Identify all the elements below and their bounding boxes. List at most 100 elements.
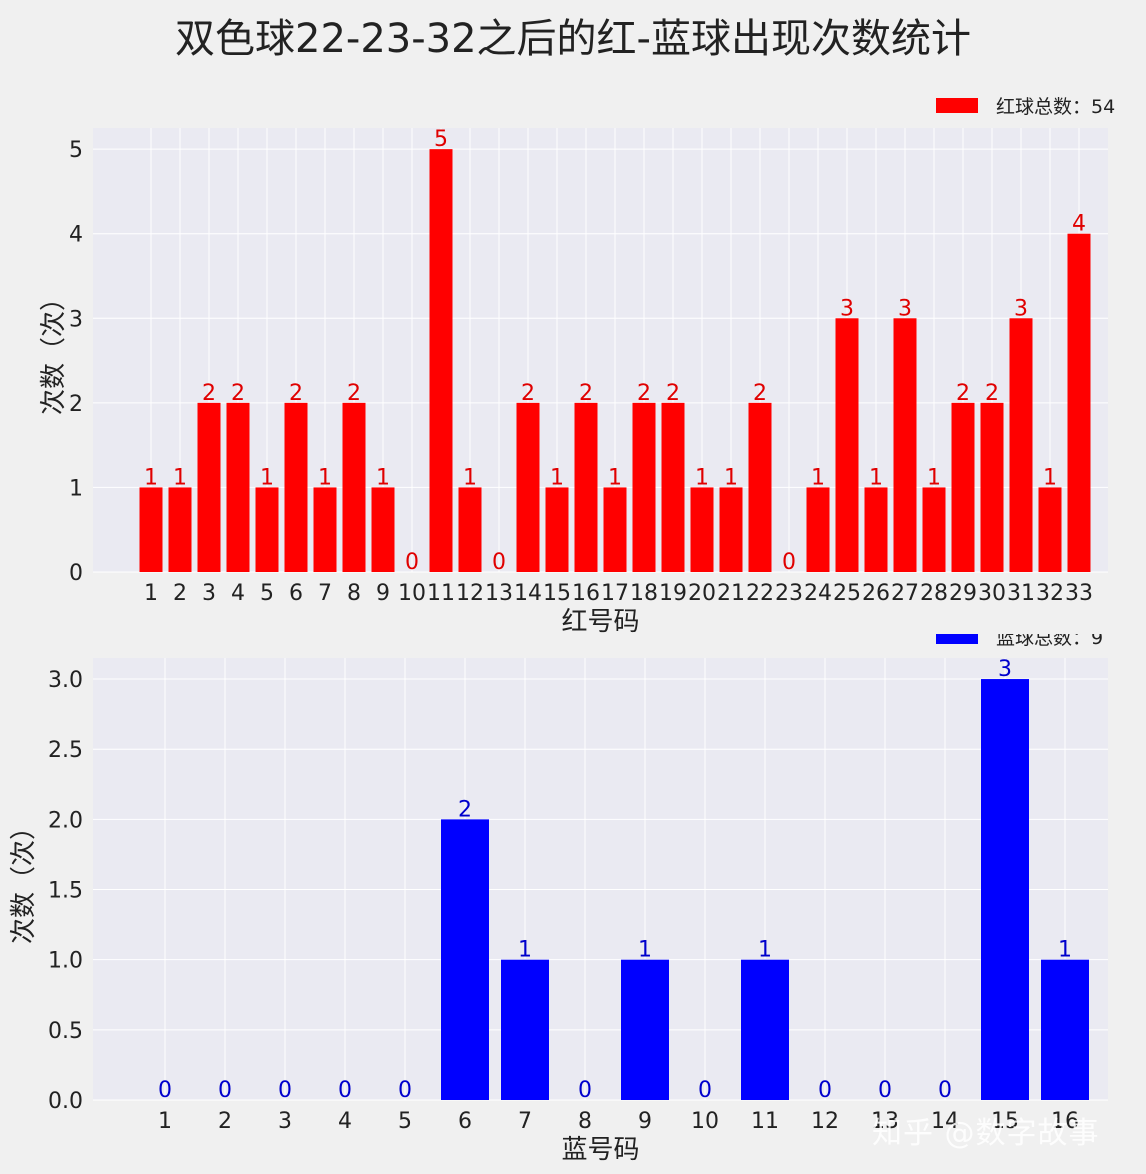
bar bbox=[981, 679, 1029, 1100]
x-tick-label: 16 bbox=[1051, 1109, 1079, 1134]
data-label: 2 bbox=[347, 381, 361, 406]
x-tick-label: 8 bbox=[347, 581, 361, 606]
blue-ball-chart: 0.00.51.01.52.02.53.00102030405261708190… bbox=[9, 634, 1108, 1165]
data-label: 3 bbox=[898, 296, 912, 321]
bar bbox=[284, 402, 308, 572]
x-tick-label: 21 bbox=[717, 581, 745, 606]
x-tick-label: 22 bbox=[746, 581, 774, 606]
x-tick-label: 23 bbox=[775, 581, 803, 606]
y-tick-label: 0 bbox=[69, 561, 83, 586]
data-label: 1 bbox=[518, 938, 532, 963]
y-tick-label: 0.5 bbox=[48, 1019, 83, 1044]
bar bbox=[741, 959, 789, 1100]
y-tick-label: 5 bbox=[69, 138, 83, 163]
x-tick-label: 14 bbox=[514, 581, 542, 606]
x-tick-label: 10 bbox=[691, 1109, 719, 1134]
data-label: 0 bbox=[818, 1078, 832, 1103]
bar bbox=[441, 819, 489, 1100]
y-tick-label: 1 bbox=[69, 476, 83, 501]
data-label: 2 bbox=[666, 381, 680, 406]
x-tick-label: 27 bbox=[891, 581, 919, 606]
data-label: 2 bbox=[458, 797, 472, 822]
data-label: 1 bbox=[869, 465, 883, 490]
data-label: 2 bbox=[202, 381, 216, 406]
x-tick-label: 14 bbox=[931, 1109, 959, 1134]
data-label: 2 bbox=[231, 381, 245, 406]
x-axis-label: 红号码 bbox=[561, 607, 639, 637]
data-label: 3 bbox=[998, 657, 1012, 682]
data-label: 0 bbox=[405, 550, 419, 575]
legend-swatch bbox=[936, 98, 978, 113]
x-tick-label: 2 bbox=[173, 581, 187, 606]
x-tick-label: 28 bbox=[920, 581, 948, 606]
data-label: 1 bbox=[173, 465, 187, 490]
x-tick-label: 19 bbox=[659, 581, 687, 606]
x-tick-label: 9 bbox=[638, 1109, 652, 1134]
x-tick-label: 33 bbox=[1065, 581, 1093, 606]
bar bbox=[255, 487, 279, 572]
x-tick-label: 30 bbox=[978, 581, 1006, 606]
bar bbox=[893, 318, 917, 572]
bar bbox=[661, 402, 685, 572]
watermark: 知乎 @数字故事 bbox=[872, 1116, 1100, 1151]
data-label: 2 bbox=[753, 381, 767, 406]
x-tick-label: 1 bbox=[158, 1109, 172, 1134]
bar bbox=[574, 402, 598, 572]
y-tick-label: 1.5 bbox=[48, 879, 83, 904]
x-tick-label: 9 bbox=[376, 581, 390, 606]
red-ball-chart: 0123451112232415261728190105111120132141… bbox=[39, 96, 1115, 637]
x-tick-label: 5 bbox=[260, 581, 274, 606]
data-label: 0 bbox=[398, 1078, 412, 1103]
y-axis-label: 次数（次） bbox=[39, 285, 69, 415]
x-tick-label: 29 bbox=[949, 581, 977, 606]
x-tick-label: 26 bbox=[862, 581, 890, 606]
x-tick-label: 24 bbox=[804, 581, 832, 606]
bar bbox=[1041, 959, 1089, 1100]
data-label: 2 bbox=[985, 381, 999, 406]
x-tick-label: 12 bbox=[811, 1109, 839, 1134]
x-tick-label: 31 bbox=[1007, 581, 1035, 606]
x-tick-label: 17 bbox=[601, 581, 629, 606]
bar bbox=[621, 959, 669, 1100]
x-tick-label: 4 bbox=[231, 581, 245, 606]
data-label: 1 bbox=[550, 465, 564, 490]
bar bbox=[226, 402, 250, 572]
x-tick-label: 6 bbox=[458, 1109, 472, 1134]
bar bbox=[197, 402, 221, 572]
data-label: 1 bbox=[376, 465, 390, 490]
legend-label: 红球总数：54 bbox=[996, 96, 1115, 118]
bar bbox=[806, 487, 830, 572]
bar bbox=[501, 959, 549, 1100]
bar bbox=[632, 402, 656, 572]
x-tick-label: 4 bbox=[338, 1109, 352, 1134]
data-label: 0 bbox=[938, 1078, 952, 1103]
y-tick-label: 3 bbox=[69, 307, 83, 332]
bar bbox=[1009, 318, 1033, 572]
x-tick-label: 6 bbox=[289, 581, 303, 606]
data-label: 0 bbox=[698, 1078, 712, 1103]
x-tick-label: 12 bbox=[456, 581, 484, 606]
y-axis-label: 次数（次） bbox=[9, 814, 39, 944]
data-label: 1 bbox=[758, 938, 772, 963]
data-label: 0 bbox=[218, 1078, 232, 1103]
data-label: 1 bbox=[638, 938, 652, 963]
data-label: 0 bbox=[782, 550, 796, 575]
x-tick-label: 5 bbox=[398, 1109, 412, 1134]
data-label: 1 bbox=[811, 465, 825, 490]
bar bbox=[168, 487, 192, 572]
bar bbox=[719, 487, 743, 572]
bar bbox=[371, 487, 395, 572]
x-tick-label: 15 bbox=[543, 581, 571, 606]
x-tick-label: 7 bbox=[318, 581, 332, 606]
bar bbox=[458, 487, 482, 572]
bar bbox=[139, 487, 163, 572]
data-label: 1 bbox=[318, 465, 332, 490]
y-tick-label: 3.0 bbox=[48, 668, 83, 693]
bar bbox=[429, 149, 453, 572]
bar bbox=[516, 402, 540, 572]
data-label: 0 bbox=[338, 1078, 352, 1103]
x-tick-label: 20 bbox=[688, 581, 716, 606]
x-tick-label: 18 bbox=[630, 581, 658, 606]
bar bbox=[603, 487, 627, 572]
data-label: 0 bbox=[578, 1078, 592, 1103]
